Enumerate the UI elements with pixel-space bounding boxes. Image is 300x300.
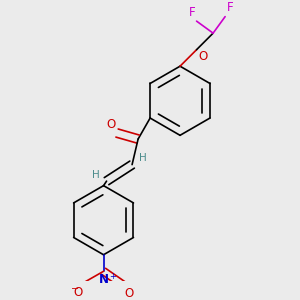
Text: F: F [188, 6, 195, 19]
Text: O: O [106, 118, 116, 131]
Text: +: + [109, 272, 116, 281]
Text: −: − [71, 284, 79, 294]
Text: N: N [99, 273, 109, 286]
Text: F: F [226, 1, 233, 14]
Text: O: O [73, 286, 83, 299]
Text: O: O [198, 50, 207, 63]
Text: H: H [92, 169, 100, 180]
Text: H: H [139, 153, 146, 163]
Text: O: O [124, 287, 134, 300]
